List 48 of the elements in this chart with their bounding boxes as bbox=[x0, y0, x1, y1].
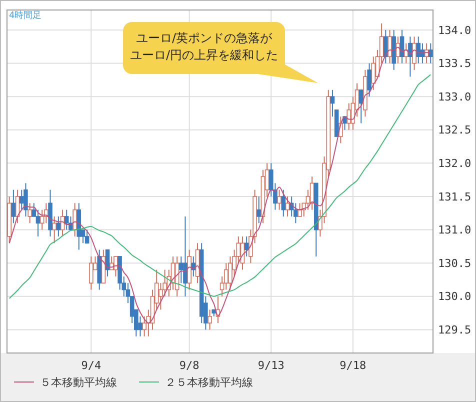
candlestick bbox=[298, 202, 302, 217]
candlestick bbox=[208, 309, 212, 330]
candlestick bbox=[179, 256, 184, 284]
candlestick bbox=[28, 202, 32, 224]
candlestick bbox=[183, 216, 188, 297]
x-tick-label: 9/4 bbox=[81, 359, 102, 372]
candlestick bbox=[56, 216, 61, 237]
y-tick-label: 129.5 bbox=[438, 324, 472, 337]
y-tick-label: 131.0 bbox=[438, 224, 472, 237]
candlestick bbox=[52, 216, 56, 244]
candlestick bbox=[36, 209, 40, 237]
candlestick bbox=[11, 189, 16, 224]
x-tick-label: 9/13 bbox=[258, 359, 284, 372]
y-tick-label: 134.0 bbox=[438, 24, 472, 37]
chart-title: 4時間足 bbox=[9, 10, 42, 21]
candlestick bbox=[19, 189, 24, 210]
candlestick bbox=[412, 36, 416, 70]
y-tick-label: 133.5 bbox=[438, 57, 472, 70]
candlestick bbox=[24, 182, 28, 217]
y-tick-label: 130.5 bbox=[438, 256, 472, 270]
candlestick bbox=[371, 56, 376, 90]
candlestick bbox=[84, 229, 90, 244]
candlestick bbox=[428, 42, 433, 64]
candlestick bbox=[416, 36, 421, 64]
x-tick-label: 9/18 bbox=[340, 359, 366, 372]
candlestick bbox=[244, 236, 249, 257]
legend-label: ２５本移動平均線 bbox=[165, 376, 253, 389]
y-tick-label: 132.0 bbox=[438, 157, 472, 170]
candlestick bbox=[346, 102, 351, 130]
candlestick bbox=[367, 62, 372, 98]
candlestick bbox=[256, 196, 261, 224]
annotation: ユーロ/円の上昇を緩和した bbox=[130, 48, 278, 62]
line-series bbox=[8, 74, 432, 299]
y-tick-label: 131.5 bbox=[438, 190, 472, 204]
candlestick bbox=[400, 29, 404, 64]
candlestick bbox=[285, 196, 290, 217]
legend-label: ５本移動平均線 bbox=[40, 376, 117, 389]
annotation: ユーロ/英ポンドの急落が bbox=[136, 31, 274, 45]
candlestick bbox=[388, 29, 392, 64]
candlestick bbox=[64, 209, 69, 230]
candlestick bbox=[89, 256, 94, 290]
candlestick bbox=[281, 189, 286, 217]
y-tick-label: 133.0 bbox=[438, 90, 472, 104]
x-tick-label: 9/8 bbox=[179, 359, 200, 372]
candlestick bbox=[15, 189, 20, 224]
y-tick-label: 132.5 bbox=[438, 124, 472, 137]
y-tick-label: 130.0 bbox=[438, 290, 472, 304]
candlestick bbox=[277, 189, 282, 210]
